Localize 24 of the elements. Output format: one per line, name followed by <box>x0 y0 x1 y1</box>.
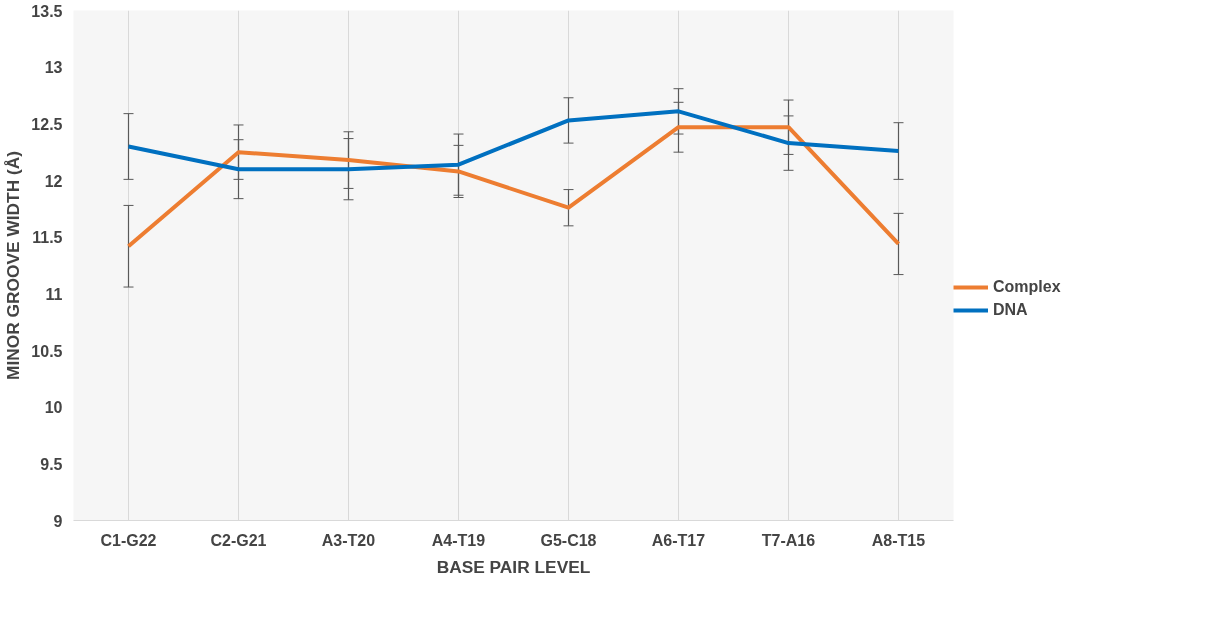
y-tick-label: 10.5 <box>31 342 63 360</box>
y-tick-label: 9 <box>53 512 63 530</box>
line-series <box>126 109 901 172</box>
x-tick-label: A6-T17 <box>651 531 706 549</box>
line-series <box>126 125 901 249</box>
y-tick-label: 13 <box>44 59 63 77</box>
x-tick-label: A4-T19 <box>431 531 486 549</box>
y-tick-label: 9.5 <box>40 455 63 473</box>
x-tick-label: T7-A16 <box>761 531 816 549</box>
x-axis-title: BASE PAIR LEVEL <box>436 556 591 577</box>
x-tick-label: C1-G22 <box>100 531 157 549</box>
y-tick-label: 10 <box>44 399 63 417</box>
y-tick-label: 12.5 <box>31 115 63 133</box>
legend-label: Complex <box>993 278 1061 296</box>
y-tick-label: 13.5 <box>31 2 63 20</box>
x-tick-label: A3-T20 <box>321 531 376 549</box>
legend-label: DNA <box>993 301 1028 319</box>
y-axis-title: MINOR GROOVE WIDTH (Å) <box>3 150 24 381</box>
y-tick-label: 12 <box>44 172 63 190</box>
x-tick-label: A8-T15 <box>871 531 926 549</box>
x-tick-label: G5-C18 <box>540 531 597 549</box>
x-tick-label: C2-G21 <box>210 531 267 549</box>
y-tick-label: 11.5 <box>32 229 63 247</box>
y-tick-label: 11 <box>45 285 63 303</box>
